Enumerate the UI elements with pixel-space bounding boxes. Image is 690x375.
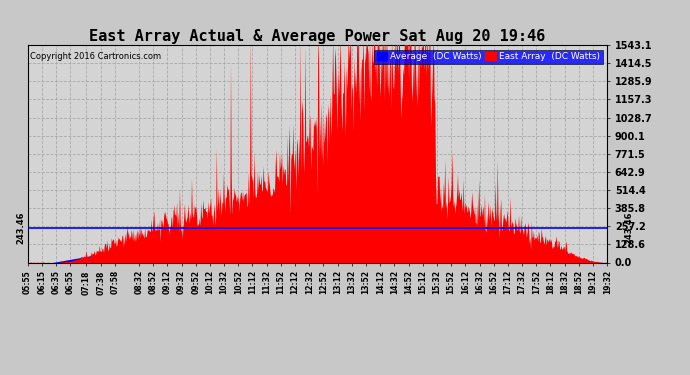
Text: Copyright 2016 Cartronics.com: Copyright 2016 Cartronics.com <box>30 51 161 60</box>
Title: East Array Actual & Average Power Sat Aug 20 19:46: East Array Actual & Average Power Sat Au… <box>89 29 546 44</box>
Legend: Average  (DC Watts), East Array  (DC Watts): Average (DC Watts), East Array (DC Watts… <box>374 50 602 64</box>
Text: 243.46: 243.46 <box>17 212 26 244</box>
Text: 243.46: 243.46 <box>624 212 633 244</box>
